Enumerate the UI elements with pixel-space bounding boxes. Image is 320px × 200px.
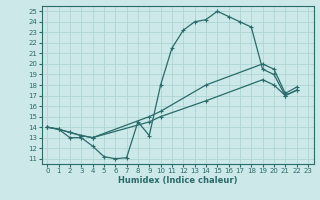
X-axis label: Humidex (Indice chaleur): Humidex (Indice chaleur) — [118, 176, 237, 185]
